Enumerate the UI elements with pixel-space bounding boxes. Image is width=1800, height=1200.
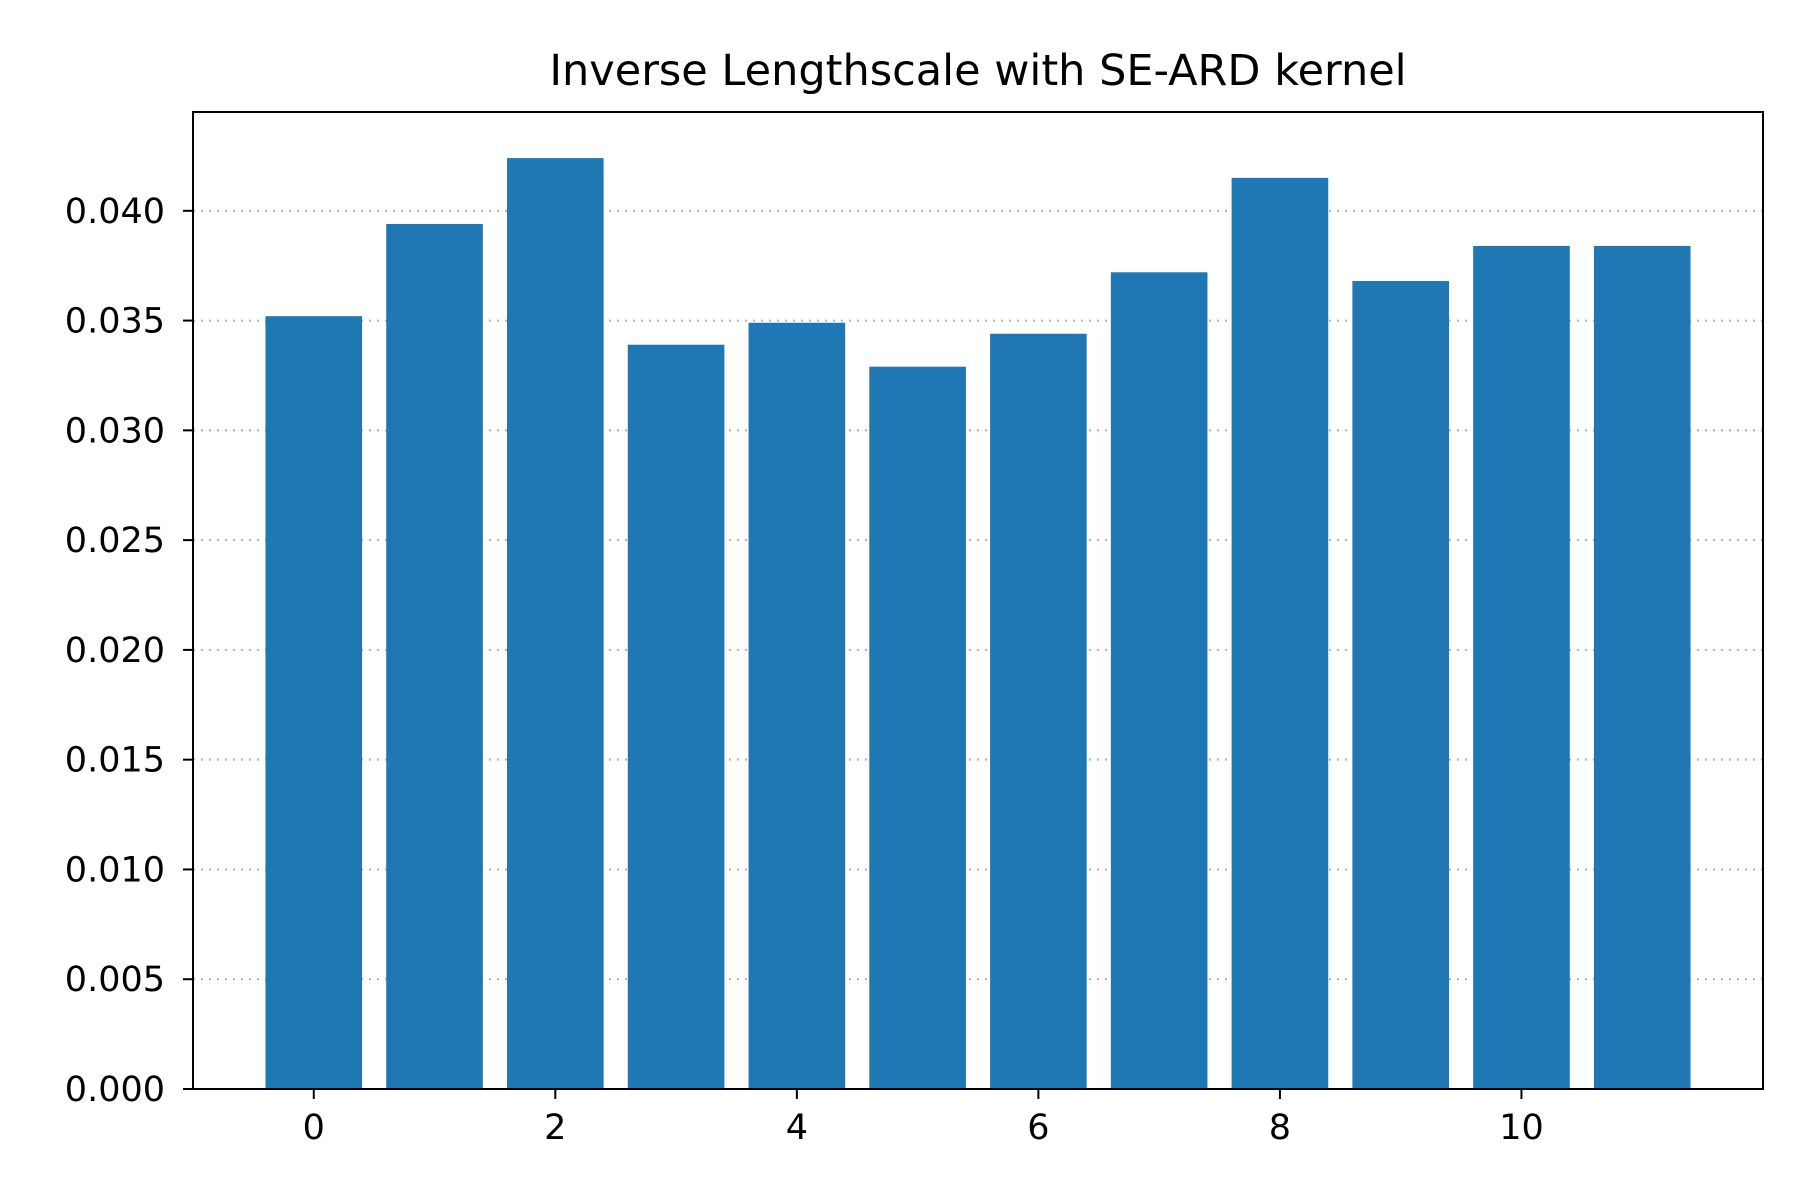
bar [869,366,966,1089]
y-tick-label: 0.015 [65,741,165,781]
chart-title: Inverse Lengthscale with SE-ARD kernel [549,46,1406,96]
bar [1110,272,1208,1089]
x-tick-label: 0 [303,1108,325,1148]
y-tick-label: 0.000 [65,1070,165,1110]
bars [265,158,1691,1090]
plot-area-frame [192,111,1764,1090]
y-axis-ticks: 0.000 0.005 0.010 0.015 0.020 0.025 0.030 0.035… [65,192,193,1110]
y-tick-label: 0.030 [65,411,165,451]
x-tick-label: 2 [544,1108,566,1148]
x-tick-label: 8 [1269,1108,1291,1148]
bar [265,316,363,1090]
bar [386,223,483,1090]
y-tick-label: 0.005 [65,960,165,1000]
y-gridlines [193,209,1763,981]
y-tick-label: 0.035 [65,302,165,342]
x-tick-label: 4 [786,1108,808,1148]
bar [1231,177,1329,1089]
bar [748,322,846,1089]
bar [1473,245,1570,1089]
y-tick-label: 0.020 [65,631,165,671]
y-tick-label: 0.010 [65,850,165,890]
x-tick-label: 10 [1499,1108,1544,1148]
x-axis-ticks: 0 2 4 6 8 10 [303,1089,1544,1148]
bar [627,344,725,1089]
bar [1593,245,1691,1089]
bar [507,158,604,1090]
bar [990,333,1087,1089]
x-tick-label: 6 [1027,1108,1049,1148]
y-tick-label: 0.025 [65,521,165,561]
y-tick-label: 0.040 [65,192,165,232]
bar [1352,281,1449,1089]
